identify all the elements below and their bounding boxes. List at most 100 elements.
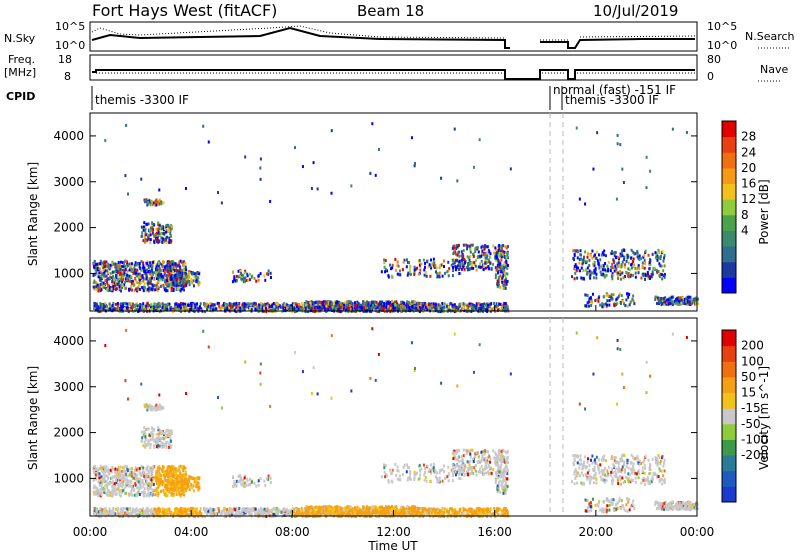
velocity-point (183, 474, 186, 478)
power-point (612, 293, 615, 297)
power-point (630, 273, 633, 277)
power-point (619, 273, 622, 277)
velocity-point (138, 470, 141, 474)
power-point (620, 294, 623, 298)
velocity-point (175, 482, 178, 486)
power-point (353, 308, 356, 312)
power-point (127, 192, 130, 196)
power-point (161, 227, 164, 231)
velocity-point (155, 405, 158, 409)
power-point (211, 308, 214, 312)
power-point (100, 280, 103, 284)
power-point (167, 223, 170, 227)
velocity-point (178, 467, 181, 471)
power-point (426, 305, 429, 309)
velocity-point (175, 489, 178, 493)
power-point (148, 303, 151, 307)
velocity-point (155, 441, 158, 445)
power-point (342, 303, 345, 307)
power-point (160, 202, 163, 206)
power-point (390, 274, 393, 278)
power-point (162, 226, 165, 230)
power-point (257, 306, 260, 310)
power-point (297, 305, 300, 309)
velocity-point (124, 478, 127, 482)
power-point (118, 275, 121, 279)
power-point (121, 308, 124, 312)
power-point (245, 278, 248, 282)
power-point (494, 266, 497, 270)
power-point (492, 244, 495, 248)
power-point (93, 287, 96, 291)
velocity-point (175, 474, 178, 478)
power-point (275, 308, 278, 312)
power-point (623, 275, 626, 279)
velocity-point (150, 476, 153, 480)
power-point (398, 269, 401, 273)
power-point (155, 227, 158, 231)
velocity-point (142, 473, 145, 477)
velocity-point (155, 436, 158, 440)
power-point (165, 237, 168, 241)
power-point (140, 259, 143, 263)
power-point (107, 308, 110, 312)
power-point (680, 301, 683, 305)
power-point (153, 302, 156, 306)
power-point (482, 268, 485, 272)
nsky-panel-frame (89, 21, 698, 52)
power-point (101, 303, 104, 307)
power-point (133, 269, 136, 273)
power-point (407, 301, 410, 305)
power-point (625, 259, 628, 263)
power-point (249, 304, 252, 308)
power-point (369, 305, 372, 309)
velocity-point (142, 482, 145, 486)
power-point (237, 303, 240, 307)
power-point (597, 261, 600, 265)
power-point (590, 271, 593, 275)
power-point (103, 275, 106, 279)
velocity-point (123, 467, 126, 471)
power-point (284, 307, 287, 311)
velocity-point (119, 489, 122, 493)
power-point (620, 263, 623, 267)
power-point (114, 270, 117, 274)
power-point (147, 234, 150, 238)
power-point (128, 288, 131, 292)
velocity-point (158, 483, 161, 487)
power-point (283, 303, 286, 307)
nave-top-tick: 80 (707, 53, 721, 66)
power-point (167, 274, 170, 278)
power-point (416, 266, 419, 270)
power-point (506, 245, 509, 249)
power-point (350, 184, 353, 188)
power-point (438, 271, 441, 275)
power-point (142, 261, 145, 265)
power-scatter (92, 122, 699, 314)
power-point (170, 286, 173, 290)
date-label: 10/Jul/2019 (593, 2, 678, 20)
velocity-point (94, 468, 97, 472)
power-point (142, 302, 145, 306)
power-point (487, 248, 490, 252)
power-point (106, 277, 109, 281)
power-point (263, 274, 266, 278)
power-point (428, 302, 431, 306)
velocity-point (118, 484, 121, 488)
power-point (115, 308, 118, 312)
power-point (633, 302, 636, 306)
power-point (102, 262, 105, 266)
power-point (114, 287, 117, 291)
power-point (603, 261, 606, 265)
power-point (330, 191, 333, 195)
power-point (171, 262, 174, 266)
power-point (462, 249, 465, 253)
power-point (111, 270, 114, 274)
power-point (386, 308, 389, 312)
power-point (611, 266, 614, 270)
power-point (163, 260, 166, 264)
power-point (198, 308, 201, 312)
velocity-point (122, 480, 125, 484)
power-point (337, 300, 340, 304)
power-point (239, 306, 242, 310)
